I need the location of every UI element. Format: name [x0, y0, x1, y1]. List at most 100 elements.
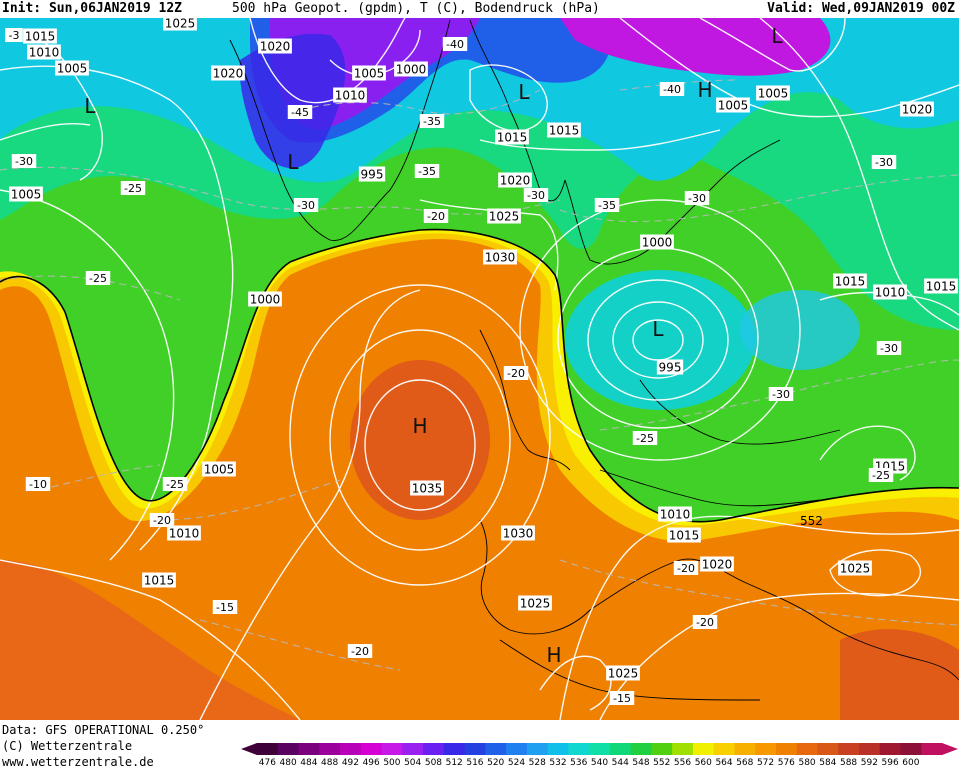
- legend-swatch: [589, 743, 611, 755]
- legend-swatch: [298, 743, 320, 755]
- isobar-label-text: 1010: [335, 88, 366, 102]
- isobar-label-text: 1015: [549, 123, 580, 137]
- legend-swatch: [526, 743, 549, 755]
- isotherm-label: -20: [673, 561, 699, 575]
- isobar-label: 1030: [483, 249, 517, 265]
- copyright-text: (C) Wetterzentrale: [2, 739, 133, 753]
- isotherm-label-text: -30: [297, 199, 315, 212]
- init-time: Init: Sun,06JAN2019 12Z: [2, 1, 183, 16]
- legend-tick-label: 540: [591, 758, 608, 768]
- isobar-label-text: 1005: [204, 462, 235, 476]
- isotherm-label-text: -40: [446, 38, 464, 51]
- isotherm-label-text: -25: [636, 432, 654, 445]
- isotherm-label-text: -30: [875, 156, 893, 169]
- isotherm-label: -15: [212, 600, 238, 614]
- legend-tick-label: 600: [902, 758, 919, 768]
- isotherm-label-text: -30: [880, 342, 898, 355]
- isobar-label: 1000: [248, 291, 282, 307]
- isobar-label: 1010: [27, 44, 61, 60]
- isotherm-label: -35: [594, 198, 620, 212]
- legend-swatch: [547, 743, 569, 755]
- isotherm-label: -20: [149, 513, 175, 527]
- isobar-label-text: 1020: [902, 102, 933, 116]
- isotherm-label: -30: [876, 341, 902, 355]
- isobar-label: 1015: [924, 278, 958, 294]
- legend-tick-label: 496: [363, 758, 380, 768]
- legend-tick-label: 508: [425, 758, 442, 768]
- legend-tick-label: 516: [466, 758, 483, 768]
- legend-tick-label: 488: [321, 758, 338, 768]
- data-source-text: Data: GFS OPERATIONAL 0.250°: [2, 723, 205, 737]
- isotherm-label: -30: [11, 154, 37, 168]
- legend-tick-label: 520: [487, 758, 504, 768]
- isotherm-label-text: -20: [677, 562, 695, 575]
- isotherm-label: -35: [419, 114, 445, 128]
- legend-swatch: [755, 743, 777, 755]
- isobar-label-text: 1000: [250, 292, 281, 306]
- legend-swatch: [360, 743, 383, 755]
- isobar-label-text: 995: [361, 167, 384, 181]
- isobar-label: 1025: [518, 595, 552, 611]
- legend-swatch: [423, 743, 445, 755]
- isobar-label: 1015: [142, 572, 176, 588]
- isobar-label: 1010: [658, 506, 692, 522]
- high-pressure-center: H: [412, 414, 427, 438]
- isotherm-label: -3: [5, 28, 23, 42]
- legend-tick-label: 484: [300, 758, 317, 768]
- legend-tick-label: 528: [529, 758, 546, 768]
- legend-arrow-left: [241, 743, 257, 755]
- isobar-label-text: 1015: [926, 279, 957, 293]
- isotherm-label-text: -30: [15, 155, 33, 168]
- legend-tick-label: 564: [715, 758, 732, 768]
- coastlines: [229, 19, 959, 701]
- isotherm-label-text: -45: [291, 106, 309, 119]
- low-pressure-center: L: [652, 317, 664, 341]
- isobar-label: 1025: [487, 208, 521, 224]
- isobar-label: 1005: [202, 461, 236, 477]
- color-scale-legend: 476 480 484 488 492 496 500 504 508 512 516 520 524 5…: [241, 743, 958, 768]
- isobar-label-text: 1025: [489, 209, 520, 223]
- isobar-label: 1010: [873, 284, 907, 300]
- legend-tick-label: 524: [508, 758, 525, 768]
- isotherm-label-text: -40: [663, 83, 681, 96]
- isobar-label: 1005: [756, 85, 790, 101]
- isotherm-label-text: -20: [351, 645, 369, 658]
- isobar-label-text: 1005: [718, 98, 749, 112]
- valid-time: Valid: Wed,09JAN2019 00Z: [767, 1, 955, 16]
- isotherm-label: -30: [293, 198, 319, 212]
- legend-tick-label: 500: [383, 758, 400, 768]
- isobar-label: 1020: [900, 101, 934, 117]
- isotherm-label-text: -20: [427, 210, 445, 223]
- legend-swatch: [879, 743, 902, 755]
- legend-swatch: [900, 743, 922, 755]
- isobar-label: 995: [656, 359, 684, 375]
- isobar-label: 1000: [394, 61, 428, 77]
- isotherm-label-text: -15: [613, 692, 631, 705]
- isotherm-label: -25: [120, 181, 146, 195]
- isobar-label-text: 1015: [25, 29, 56, 43]
- map-canvas: 552 1025 1015 1010 1005 1020 1020 1005 1000 1010…: [0, 18, 959, 720]
- isobar-label: 1010: [333, 87, 367, 103]
- field-description: 500 hPa Geopot. (gpdm), T (C), Bodendruc…: [232, 1, 600, 16]
- isotherm-label-text: -20: [153, 514, 171, 527]
- isobar-label: 1000: [640, 234, 674, 250]
- isotherm-label: -25: [162, 477, 188, 491]
- legend-swatch: [381, 743, 403, 755]
- isotherms: [0, 79, 959, 671]
- legend-tick-label: 480: [280, 758, 297, 768]
- isobar-label-text: 1010: [660, 507, 691, 521]
- legend-swatch: [340, 743, 362, 755]
- legend-swatch: [692, 743, 715, 755]
- isotherm-label: -30: [523, 188, 549, 202]
- isobar-label-text: 1010: [169, 526, 200, 540]
- isobar-label-text: 1000: [396, 62, 427, 76]
- legend-swatch: [838, 743, 860, 755]
- isobar-label-text: 1005: [758, 86, 789, 100]
- website-link[interactable]: www.wetterzentrale.de: [2, 755, 154, 769]
- legend-swatch: [443, 743, 466, 755]
- isotherm-label-text: -25: [166, 478, 184, 491]
- isotherm-label: -25: [632, 431, 658, 445]
- legend-swatch: [277, 743, 300, 755]
- isobar-label-text: 1020: [260, 39, 291, 53]
- isotherm-label-text: -25: [872, 469, 890, 482]
